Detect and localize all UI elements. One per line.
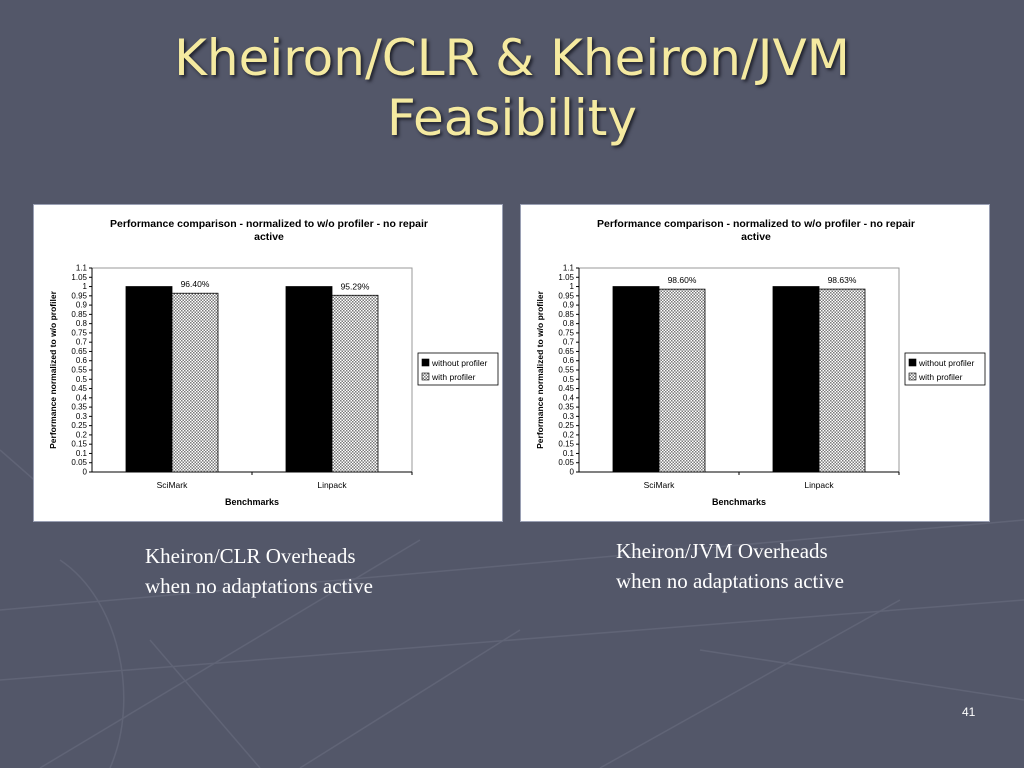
y-tick-label: 0.3 bbox=[76, 412, 88, 421]
x-tick-label: Linpack bbox=[804, 480, 834, 490]
y-axis-label: Performance normalized to w/o profiler bbox=[48, 290, 58, 448]
y-tick-label: 0.15 bbox=[558, 440, 574, 449]
y-tick-label: 0.7 bbox=[563, 338, 575, 347]
y-tick-label: 0.65 bbox=[558, 347, 574, 356]
y-tick-label: 0.85 bbox=[558, 310, 574, 319]
jvm-chart-panel: Performance comparison - normalized to w… bbox=[520, 204, 990, 522]
y-tick-label: 0.2 bbox=[76, 430, 88, 439]
jvm-caption: Kheiron/JVM Overheads when no adaptation… bbox=[616, 536, 844, 596]
y-tick-label: 0.8 bbox=[76, 319, 88, 328]
y-tick-label: 0.25 bbox=[71, 421, 87, 430]
y-tick-label: 0.4 bbox=[76, 393, 88, 402]
y-tick-label: 0.3 bbox=[563, 412, 575, 421]
y-axis-label: Performance normalized to w/o profiler bbox=[535, 290, 545, 448]
chart-title-line2: active bbox=[741, 231, 771, 243]
x-axis-label: Benchmarks bbox=[712, 497, 766, 507]
chart-title-line1: Performance comparison - normalized to w… bbox=[110, 218, 428, 230]
bar-with-profiler bbox=[818, 288, 866, 473]
y-tick-label: 0.15 bbox=[71, 440, 87, 449]
y-tick-label: 0.2 bbox=[563, 430, 575, 439]
y-tick-label: 0.45 bbox=[558, 384, 574, 393]
y-tick-label: 0.55 bbox=[71, 366, 87, 375]
page-number: 41 bbox=[962, 705, 976, 719]
x-tick-label: Linpack bbox=[317, 480, 347, 490]
y-tick-label: 0.35 bbox=[71, 403, 87, 412]
clr-caption-line1: Kheiron/CLR Overheads bbox=[145, 544, 356, 568]
data-label: 98.60% bbox=[668, 275, 697, 285]
legend-label: with profiler bbox=[431, 372, 476, 382]
bar-with-profiler bbox=[331, 294, 379, 473]
legend-swatch bbox=[421, 358, 430, 367]
y-tick-label: 0.9 bbox=[76, 301, 88, 310]
x-axis-label: Benchmarks bbox=[225, 497, 279, 507]
clr-caption: Kheiron/CLR Overheads when no adaptation… bbox=[145, 541, 373, 601]
clr-chart-panel: Performance comparison - normalized to w… bbox=[33, 204, 503, 522]
legend-label: with profiler bbox=[918, 372, 963, 382]
y-tick-label: 0.75 bbox=[71, 328, 87, 337]
y-tick-label: 0.95 bbox=[71, 291, 87, 300]
legend-box bbox=[417, 352, 499, 386]
y-tick-label: 0.4 bbox=[563, 393, 575, 402]
legend-swatch bbox=[421, 372, 430, 381]
legend-swatch bbox=[908, 358, 917, 367]
y-tick-label: 0.35 bbox=[558, 403, 574, 412]
jvm-bar-chart: Performance comparison - normalized to w… bbox=[535, 218, 986, 507]
slide-title: Kheiron/CLR & Kheiron/JVM Feasibility bbox=[0, 28, 1024, 148]
bar-without-profiler bbox=[125, 286, 173, 473]
y-tick-label: 0.95 bbox=[558, 291, 574, 300]
y-tick-label: 0.8 bbox=[563, 319, 575, 328]
slide-title-line1: Kheiron/CLR & Kheiron/JVM bbox=[174, 29, 850, 87]
y-tick-label: 1 bbox=[570, 282, 575, 291]
y-tick-label: 1.05 bbox=[558, 273, 574, 282]
data-label: 95.29% bbox=[341, 281, 370, 291]
bar-without-profiler bbox=[285, 286, 333, 473]
bar-without-profiler bbox=[612, 286, 660, 473]
y-tick-label: 0.6 bbox=[563, 356, 575, 365]
y-tick-label: 0.25 bbox=[558, 421, 574, 430]
jvm-caption-line1: Kheiron/JVM Overheads bbox=[616, 539, 828, 563]
bar-with-profiler bbox=[658, 288, 706, 473]
x-tick-label: SciMark bbox=[644, 480, 675, 490]
legend-box bbox=[904, 352, 986, 386]
chart-title-line1: Performance comparison - normalized to w… bbox=[597, 218, 915, 230]
legend-label: without profiler bbox=[918, 358, 974, 368]
slide-title-line2: Feasibility bbox=[387, 89, 637, 147]
y-tick-label: 0.1 bbox=[76, 449, 88, 458]
y-tick-label: 0.65 bbox=[71, 347, 87, 356]
y-tick-label: 1.1 bbox=[76, 264, 88, 273]
legend-label: without profiler bbox=[431, 358, 487, 368]
jvm-caption-line2: when no adaptations active bbox=[616, 569, 845, 593]
clr-bar-chart: Performance comparison - normalized to w… bbox=[48, 218, 499, 507]
y-tick-label: 0.5 bbox=[563, 375, 575, 384]
y-tick-label: 0.6 bbox=[76, 356, 88, 365]
data-label: 96.40% bbox=[181, 279, 210, 289]
y-tick-label: 0.05 bbox=[558, 458, 574, 467]
y-tick-label: 0.85 bbox=[71, 310, 87, 319]
bar-with-profiler bbox=[171, 292, 219, 473]
y-tick-label: 1 bbox=[83, 282, 88, 291]
data-label: 98.63% bbox=[828, 275, 857, 285]
bar-without-profiler bbox=[772, 286, 820, 473]
y-tick-label: 1.05 bbox=[71, 273, 87, 282]
y-tick-label: 1.1 bbox=[563, 264, 575, 273]
y-tick-label: 0.1 bbox=[563, 449, 575, 458]
y-tick-label: 0.7 bbox=[76, 338, 88, 347]
y-tick-label: 0.9 bbox=[563, 301, 575, 310]
y-tick-label: 0.75 bbox=[558, 328, 574, 337]
y-tick-label: 0.45 bbox=[71, 384, 87, 393]
legend-swatch bbox=[908, 372, 917, 381]
y-tick-label: 0 bbox=[83, 468, 88, 477]
y-tick-label: 0.55 bbox=[558, 366, 574, 375]
y-tick-label: 0.05 bbox=[71, 458, 87, 467]
y-tick-label: 0 bbox=[570, 468, 575, 477]
x-tick-label: SciMark bbox=[157, 480, 188, 490]
clr-caption-line2: when no adaptations active bbox=[145, 574, 374, 598]
chart-title-line2: active bbox=[254, 231, 284, 243]
y-tick-label: 0.5 bbox=[76, 375, 88, 384]
